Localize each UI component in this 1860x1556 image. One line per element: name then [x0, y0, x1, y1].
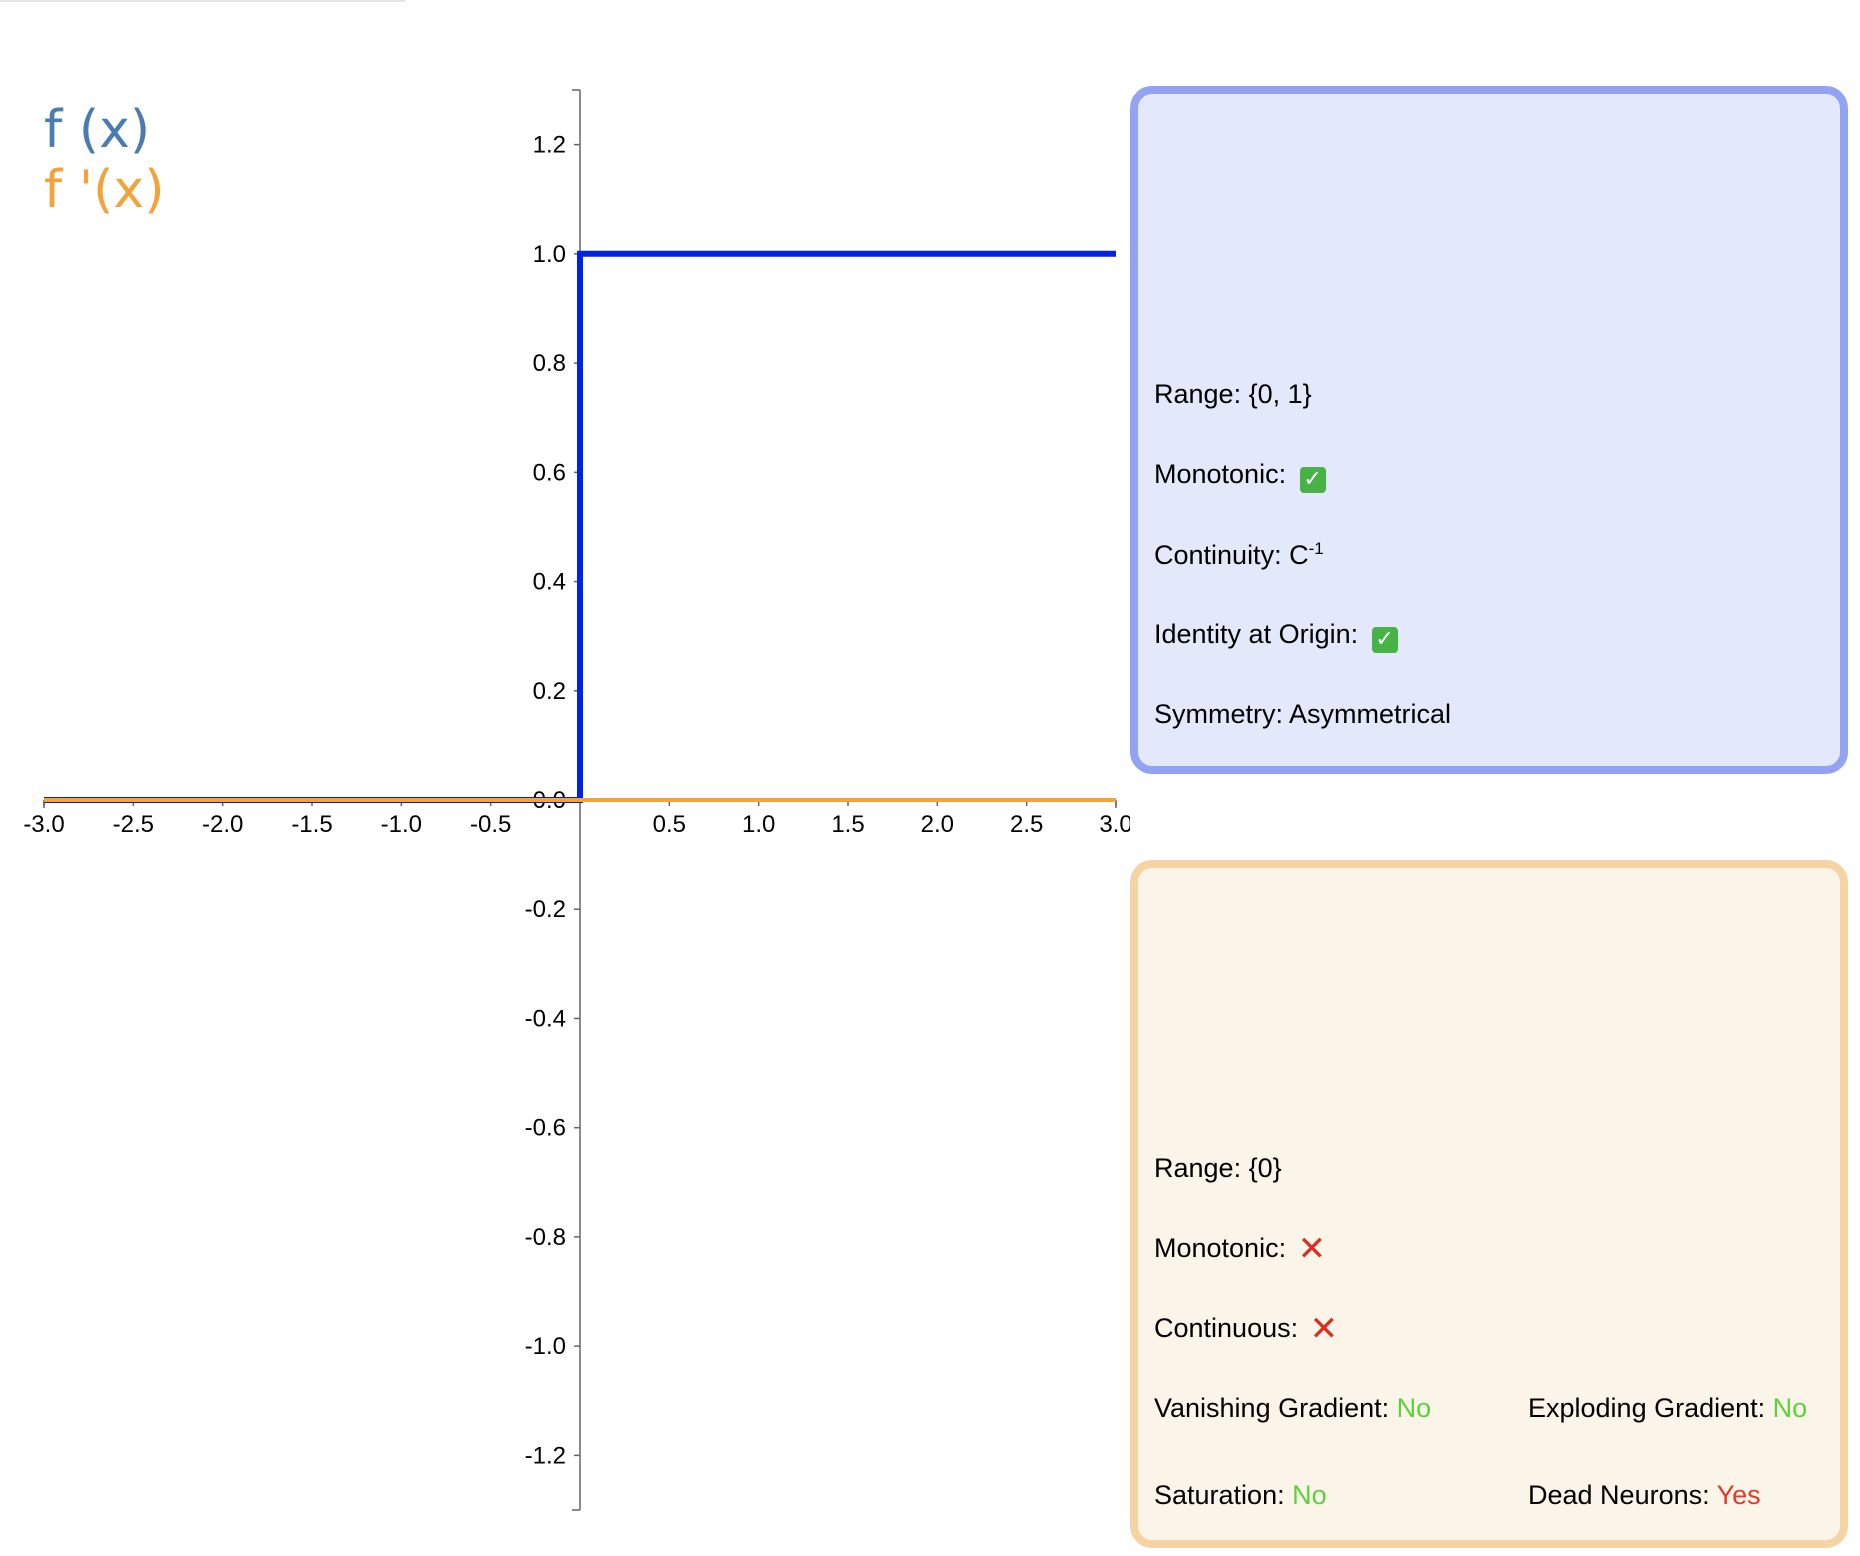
- fp-dead-label: Dead Neurons:: [1528, 1480, 1710, 1510]
- legend-fprime: f '(x): [44, 160, 165, 220]
- y-tick-label: -1.2: [525, 1442, 566, 1469]
- y-tick-label: 0.2: [533, 678, 566, 705]
- y-tick-label: 1.2: [533, 132, 566, 159]
- x-tick-label: -1.0: [381, 811, 422, 838]
- fp-exploding-value: No: [1772, 1393, 1808, 1423]
- chart: 1.21.00.80.60.40.20.0-0.2-0.4-0.6-0.8-1.…: [23, 89, 1130, 1511]
- x-tick-label: 3.0: [1099, 811, 1130, 838]
- check-icon: ✓: [1371, 627, 1398, 653]
- y-tick-label: 0.8: [533, 350, 566, 377]
- x-tick-label: -0.5: [470, 811, 511, 838]
- cross-icon: ✕: [1309, 1309, 1339, 1349]
- fp-saturation-label: Saturation:: [1154, 1480, 1285, 1510]
- x-tick-label: 0.5: [653, 811, 686, 838]
- y-tick-label: -0.8: [525, 1224, 566, 1251]
- y-tick-label: -0.2: [525, 896, 566, 923]
- f-continuity-label: Continuity: C: [1154, 540, 1309, 570]
- fp-dead-neurons: Dead Neurons: Yes: [1528, 1480, 1761, 1511]
- x-tick-label: 2.0: [921, 811, 954, 838]
- x-tick-label: -1.5: [291, 811, 332, 838]
- fp-vanishing: Vanishing Gradient: No: [1154, 1393, 1431, 1424]
- fp-monotonic: Monotonic: ✕: [1154, 1229, 1327, 1269]
- series-f-line: [44, 250, 1116, 803]
- cross-icon: ✕: [1297, 1229, 1327, 1269]
- f-symmetry: Symmetry: Asymmetrical: [1154, 699, 1451, 730]
- legend: f (x) f '(x): [44, 100, 164, 220]
- fp-continuous-label: Continuous:: [1154, 1313, 1299, 1343]
- check-icon: ✓: [1299, 467, 1326, 493]
- x-tick-label: 1.0: [742, 811, 775, 838]
- f-monotonic: Monotonic: ✓: [1154, 459, 1326, 493]
- y-tick-label: 1.0: [533, 241, 566, 268]
- fp-vanishing-label: Vanishing Gradient:: [1154, 1393, 1390, 1423]
- f-continuity: Continuity: C-1: [1154, 539, 1324, 571]
- top-divider: [0, 0, 405, 2]
- x-tick-label: 2.5: [1010, 811, 1043, 838]
- x-tick-label: -3.0: [23, 811, 64, 838]
- y-tick-label: 0.4: [533, 569, 566, 596]
- x-tick-label: -2.0: [202, 811, 243, 838]
- f-monotonic-label: Monotonic:: [1154, 459, 1287, 489]
- fp-exploding: Exploding Gradient: No: [1528, 1393, 1807, 1424]
- fp-saturation: Saturation: No: [1154, 1480, 1327, 1511]
- panel-function-properties: Range: {0, 1} Monotonic: ✓ Continuity: C…: [1130, 86, 1848, 774]
- x-tick-label: 1.5: [831, 811, 864, 838]
- f-symmetry-text: Symmetry: Asymmetrical: [1154, 699, 1452, 729]
- fp-monotonic-label: Monotonic:: [1154, 1233, 1287, 1263]
- fp-exploding-label: Exploding Gradient:: [1528, 1393, 1766, 1423]
- y-tick-label: 0.6: [533, 459, 566, 486]
- x-tick-label: -2.5: [113, 811, 154, 838]
- fp-continuous: Continuous: ✕: [1154, 1309, 1339, 1349]
- f-identity-label: Identity at Origin:: [1154, 619, 1359, 649]
- fp-vanishing-value: No: [1396, 1393, 1432, 1423]
- fp-range: Range: {0}: [1154, 1153, 1282, 1184]
- y-tick-label: -0.4: [525, 1005, 566, 1032]
- y-tick-label: -1.0: [525, 1333, 566, 1360]
- fp-range-text: Range: {0}: [1154, 1153, 1282, 1183]
- f-continuity-sup: -1: [1308, 539, 1324, 558]
- legend-f: f (x): [44, 100, 151, 160]
- f-identity: Identity at Origin: ✓: [1154, 619, 1398, 653]
- panel-derivative-properties: Range: {0} Monotonic: ✕ Continuous: ✕ Va…: [1130, 860, 1848, 1548]
- y-tick-label: -0.6: [525, 1115, 566, 1142]
- f-range: Range: {0, 1}: [1154, 379, 1312, 410]
- fp-saturation-value: No: [1292, 1480, 1327, 1510]
- fp-dead-value: Yes: [1716, 1480, 1761, 1510]
- f-range-text: Range: {0, 1}: [1154, 379, 1312, 409]
